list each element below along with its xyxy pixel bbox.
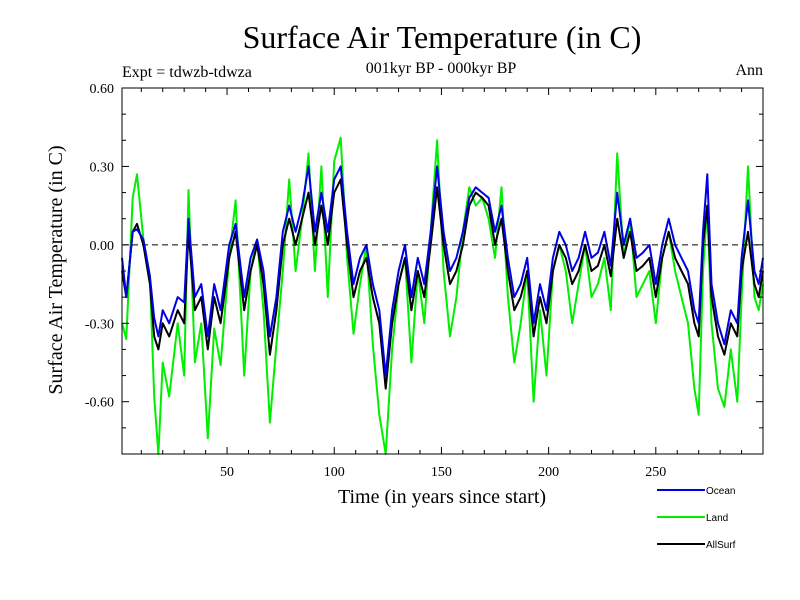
experiment-label: Expt = tdwzb-tdwza xyxy=(122,64,252,81)
y-tick-label: -0.30 xyxy=(85,317,114,332)
x-tick-label: 250 xyxy=(645,465,666,480)
y-tick-label: 0.00 xyxy=(90,239,115,254)
plot-area: 50 100 150 200 250 0.60 0.30 0.00 -0.30 -0.60 xyxy=(85,82,764,480)
x-axis-label: Time (in years since start) xyxy=(338,486,546,508)
legend: Ocean Land AllSurf xyxy=(657,486,736,551)
y-tick-label: -0.60 xyxy=(85,396,114,411)
x-tick-label: 100 xyxy=(324,465,345,480)
y-axis-label: Surface Air Temperature (in C) xyxy=(45,145,67,394)
series-line-allsurf xyxy=(121,178,764,390)
chart-subtitle: 001kyr BP - 000kyr BP xyxy=(366,60,517,77)
chart-title: Surface Air Temperature (in C) xyxy=(243,19,642,55)
y-tick-label: 0.30 xyxy=(90,160,115,175)
season-label: Ann xyxy=(735,62,763,79)
y-tick-label: 0.60 xyxy=(90,82,115,97)
legend-label-land: Land xyxy=(706,513,728,524)
x-tick-label: 50 xyxy=(220,465,234,480)
legend-label-ocean: Ocean xyxy=(706,486,735,497)
series-line-land xyxy=(121,136,764,455)
series-line-ocean xyxy=(121,165,764,377)
plot-frame xyxy=(121,87,764,455)
x-tick-label: 200 xyxy=(538,465,559,480)
legend-label-allsurf: AllSurf xyxy=(706,540,736,551)
x-tick-label: 150 xyxy=(431,465,452,480)
